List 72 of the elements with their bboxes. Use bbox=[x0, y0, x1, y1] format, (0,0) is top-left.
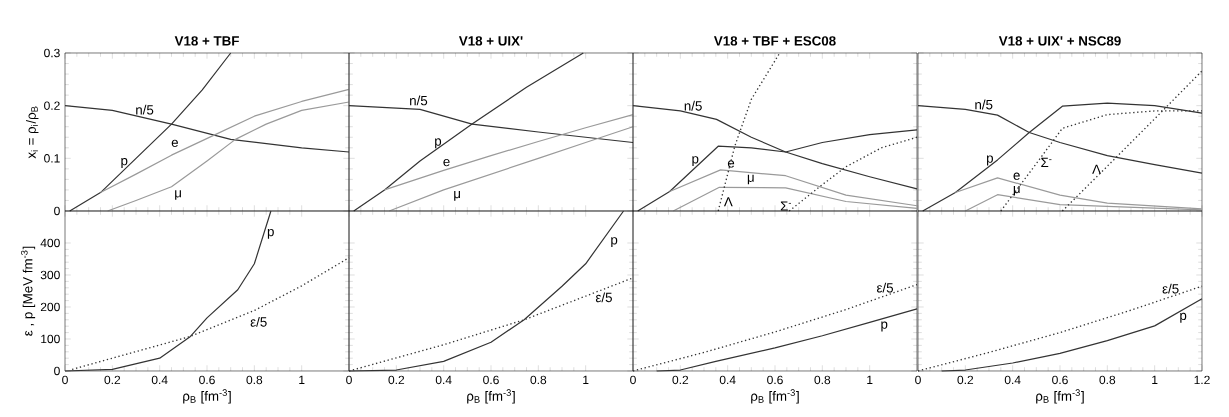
x-tick-label: 0.6 bbox=[1052, 375, 1068, 385]
chart-title: V18 + TBF + ESC08 bbox=[713, 36, 836, 46]
x-tick-label: 0.4 bbox=[151, 375, 168, 385]
x-tick-label: 0 bbox=[915, 375, 921, 385]
x-axis-title: ρ$_{B}$ [fm$^{-3}$] bbox=[1036, 389, 1084, 404]
series-label: μ bbox=[175, 190, 181, 200]
x-tick-label: 0 bbox=[62, 375, 68, 385]
x-tick-label: 0.6 bbox=[199, 375, 215, 385]
y-tick-label: 0.3 bbox=[44, 48, 60, 58]
y-tick-label: 0 bbox=[54, 366, 60, 376]
x-tick-label: 0.2 bbox=[672, 375, 689, 385]
series-label: ε/5 bbox=[250, 316, 267, 327]
series-label: Λ bbox=[1092, 164, 1101, 174]
x-tick-label: 0.2 bbox=[104, 375, 121, 385]
x-tick-label: 0.2 bbox=[957, 375, 974, 385]
y-axis-title: ε , p [MeV fm$^{-3}$] bbox=[21, 246, 36, 336]
series-label: e bbox=[171, 139, 178, 148]
chart-title: V18 + UIX' bbox=[458, 36, 523, 46]
series-label: n/5 bbox=[684, 100, 702, 111]
series-label: e bbox=[443, 158, 450, 167]
y-tick-label: 400 bbox=[40, 238, 60, 248]
series-label: ε/5 bbox=[595, 292, 612, 303]
x-tick-label: 1 bbox=[299, 375, 305, 384]
x-tick-label: 0.6 bbox=[483, 375, 499, 385]
series-label: n/5 bbox=[975, 99, 993, 110]
x-tick-label: 0.8 bbox=[530, 375, 547, 385]
series-label: p bbox=[1180, 312, 1187, 323]
series-label: p bbox=[267, 228, 274, 239]
chart-title: V18 + TBF bbox=[174, 36, 239, 46]
y-tick-label: 300 bbox=[40, 270, 60, 280]
x-tick-label: 0 bbox=[630, 375, 636, 385]
x-tick-label: 1.2 bbox=[1194, 375, 1210, 385]
x-axis-title: ρ$_{B}$ [fm$^{-3}$] bbox=[751, 389, 799, 404]
x-tick-label: 0.4 bbox=[1004, 375, 1021, 385]
x-tick-label: 0.8 bbox=[814, 375, 831, 385]
series-label: p bbox=[611, 237, 618, 248]
x-axis-title: ρ$_{B}$ [fm$^{-3}$] bbox=[467, 389, 515, 404]
series-label: p bbox=[692, 156, 699, 167]
x-tick-label: 1 bbox=[867, 375, 873, 384]
series-label: p bbox=[435, 138, 442, 149]
series-label: n/5 bbox=[410, 95, 428, 106]
series-label: e bbox=[1013, 172, 1020, 180]
x-tick-label: 1 bbox=[1152, 375, 1158, 384]
series-label: μ bbox=[454, 191, 461, 201]
series-label: p bbox=[881, 321, 888, 332]
y-tick-label: 0.1 bbox=[44, 154, 60, 163]
series-label: e bbox=[727, 160, 735, 168]
chart-title: V18 + UIX' + NSC89 bbox=[998, 36, 1121, 46]
x-tick-label: 0.8 bbox=[1099, 375, 1116, 385]
x-tick-label: 0.2 bbox=[388, 375, 405, 385]
series-label: μ bbox=[1013, 186, 1020, 196]
y-tick-label: 100 bbox=[41, 334, 60, 344]
series-label: n/5 bbox=[136, 104, 154, 115]
x-tick-label: 1 bbox=[583, 375, 589, 384]
x-tick-label: 0 bbox=[346, 375, 352, 385]
y-tick-label: 0.2 bbox=[44, 101, 60, 110]
y-axis-title: x$_{i}$ = ρ$_{i}$/ρ$_{B}$ bbox=[26, 106, 39, 159]
series-label: p bbox=[987, 155, 993, 166]
y-tick-label: 200 bbox=[40, 302, 60, 312]
series-label: Σ$^{-}$ bbox=[780, 201, 792, 211]
series-label: Σ$^{-}$ bbox=[1041, 157, 1052, 168]
x-tick-label: 0.6 bbox=[767, 375, 783, 385]
x-axis-title: ρ$_{B}$ [fm$^{-3}$] bbox=[183, 389, 231, 404]
x-tick-label: 0.8 bbox=[246, 375, 263, 385]
series-label: p bbox=[121, 157, 128, 168]
series-label: ε/5 bbox=[876, 282, 894, 293]
series-label: ε/5 bbox=[1162, 283, 1179, 294]
y-tick-label: 0 bbox=[54, 206, 60, 216]
x-tick-label: 0.4 bbox=[719, 375, 736, 385]
x-tick-label: 0.4 bbox=[435, 375, 452, 385]
series-label: μ bbox=[747, 174, 754, 185]
series-label: Λ bbox=[723, 197, 733, 207]
